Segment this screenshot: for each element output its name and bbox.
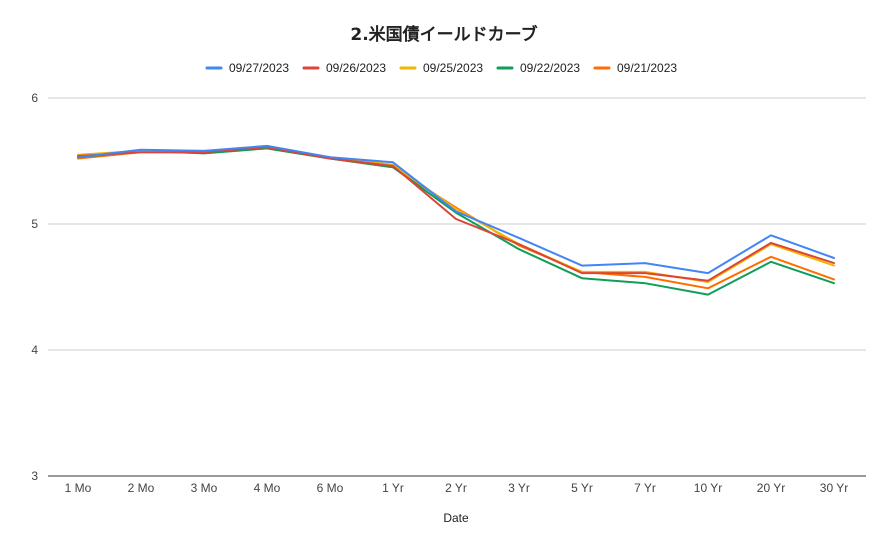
y-tick-label: 4	[31, 343, 38, 357]
x-axis: 1 Mo 2 Mo 3 Mo 4 Mo 6 Mo 1 Yr 2 Yr 3 Yr 5 Yr 7 Yr…	[65, 481, 849, 495]
x-tick-label: 6 Mo	[317, 481, 344, 495]
legend-label: 09/27/2023	[229, 61, 289, 75]
legend: 09/27/2023 09/26/2023 09/25/2023 09/22/2023…	[205, 61, 677, 75]
legend-item[interactable]: 09/26/2023	[302, 61, 386, 75]
x-tick-label: 2 Mo	[128, 481, 155, 495]
y-axis: 3 4 5 6	[31, 91, 38, 483]
x-tick-label: 7 Yr	[634, 481, 656, 495]
series-line-4	[77, 147, 835, 296]
x-tick-label: 4 Mo	[254, 481, 281, 495]
series-line-2	[77, 146, 835, 282]
x-tick-label: 20 Yr	[757, 481, 785, 495]
legend-item[interactable]: 09/25/2023	[399, 61, 483, 75]
x-tick-label: 30 Yr	[820, 481, 848, 495]
legend-item[interactable]: 09/22/2023	[496, 61, 580, 75]
y-gridlines	[48, 97, 866, 477]
y-tick-label: 5	[31, 217, 38, 231]
legend-item[interactable]: 09/27/2023	[205, 61, 289, 75]
x-tick-label: 1 Yr	[382, 481, 404, 495]
y-tick-label: 6	[31, 91, 38, 105]
legend-label: 09/22/2023	[520, 61, 580, 75]
series-line-3	[77, 146, 835, 283]
x-tick-label: 3 Yr	[508, 481, 530, 495]
x-axis-title: Date	[443, 511, 469, 525]
x-tick-label: 3 Mo	[191, 481, 218, 495]
series-line-1	[77, 144, 835, 275]
legend-label: 09/25/2023	[423, 61, 483, 75]
x-tick-label: 5 Yr	[571, 481, 593, 495]
legend-label: 09/21/2023	[617, 61, 677, 75]
legend-label: 09/26/2023	[326, 61, 386, 75]
series-lines	[77, 144, 835, 296]
chart-title: 2.米国債イールドカーブ	[350, 24, 537, 45]
legend-item[interactable]: 09/21/2023	[593, 61, 677, 75]
x-tick-label: 10 Yr	[694, 481, 722, 495]
x-tick-label: 2 Yr	[445, 481, 467, 495]
y-tick-label: 3	[31, 469, 38, 483]
x-tick-label: 1 Mo	[65, 481, 92, 495]
